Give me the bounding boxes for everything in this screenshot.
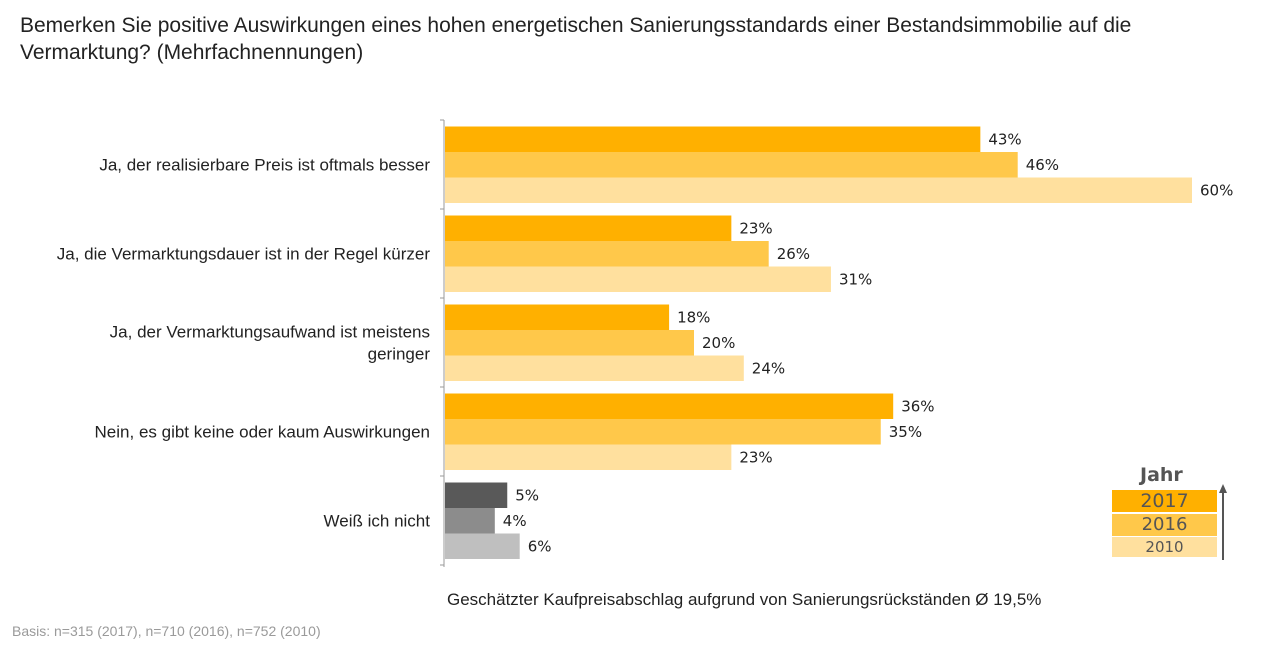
category-label: Ja, die Vermarktungsdauer ist in der Reg…	[57, 245, 431, 264]
data-label: 46%	[1026, 156, 1059, 174]
chart-title-line-1: Bemerken Sie positive Auswirkungen eines…	[20, 14, 1132, 37]
bar-2017	[445, 215, 732, 241]
data-label: 24%	[752, 359, 785, 377]
category-label-line: geringer	[368, 345, 431, 364]
bar-2010	[445, 355, 744, 381]
bar-2016	[445, 241, 769, 267]
data-label: 4%	[503, 512, 527, 530]
chart-title-line-2: Vermarktung? (Mehrfachnennungen)	[20, 41, 364, 64]
data-label: 5%	[515, 486, 539, 504]
category-label-line: Ja, der Vermarktungsaufwand ist meistens	[110, 323, 430, 342]
bar-2016	[445, 152, 1018, 178]
bar-2017	[445, 482, 508, 508]
legend-item-2010: 2010	[1112, 537, 1217, 557]
bar-2016	[445, 419, 881, 445]
data-label: 43%	[988, 130, 1021, 148]
bar-2017	[445, 126, 981, 152]
legend-title: Jahr	[1140, 464, 1183, 486]
data-label: 26%	[777, 245, 810, 263]
price-discount-note: Geschätzter Kaufpreisabschlag aufgrund v…	[447, 590, 1042, 609]
category-label: Ja, der realisierbare Preis ist oftmals …	[99, 156, 430, 175]
category-label: Ja, der Vermarktungsaufwand ist meistens…	[110, 323, 431, 364]
data-label: 35%	[889, 423, 922, 441]
data-label: 20%	[702, 334, 735, 352]
bar-2010	[445, 266, 831, 292]
bar-2010	[445, 444, 732, 470]
bar-2017	[445, 304, 670, 330]
bar-2016	[445, 508, 495, 534]
legend: Jahr 2017 2016 2010	[1112, 464, 1232, 560]
category-label: Nein, es gibt keine oder kaum Auswirkung…	[95, 423, 430, 442]
category-label-line: Ja, der realisierbare Preis ist oftmals …	[99, 156, 430, 175]
basis-footnote: Basis: n=315 (2017), n=710 (2016), n=752…	[12, 623, 321, 639]
category-label-line: Weiß ich nicht	[324, 512, 431, 531]
data-label: 60%	[1200, 181, 1233, 199]
category-label: Weiß ich nicht	[324, 512, 431, 531]
bar-2010	[445, 177, 1192, 203]
data-label: 31%	[839, 270, 872, 288]
chart-title: Bemerken Sie positive Auswirkungen eines…	[20, 12, 1220, 66]
legend-item-2017: 2017	[1112, 490, 1217, 512]
data-label: 23%	[739, 448, 772, 466]
data-label: 18%	[677, 308, 710, 326]
bar-2016	[445, 330, 694, 356]
data-label: 36%	[901, 397, 934, 415]
bar-2010	[445, 533, 520, 559]
category-label-line: Nein, es gibt keine oder kaum Auswirkung…	[95, 423, 430, 442]
bar-2017	[445, 393, 894, 419]
data-label: 6%	[528, 537, 552, 555]
category-label-line: Ja, die Vermarktungsdauer ist in der Reg…	[57, 245, 431, 264]
legend-arrow-icon	[1219, 484, 1227, 560]
legend-item-2016: 2016	[1112, 514, 1217, 536]
data-label: 23%	[739, 219, 772, 237]
